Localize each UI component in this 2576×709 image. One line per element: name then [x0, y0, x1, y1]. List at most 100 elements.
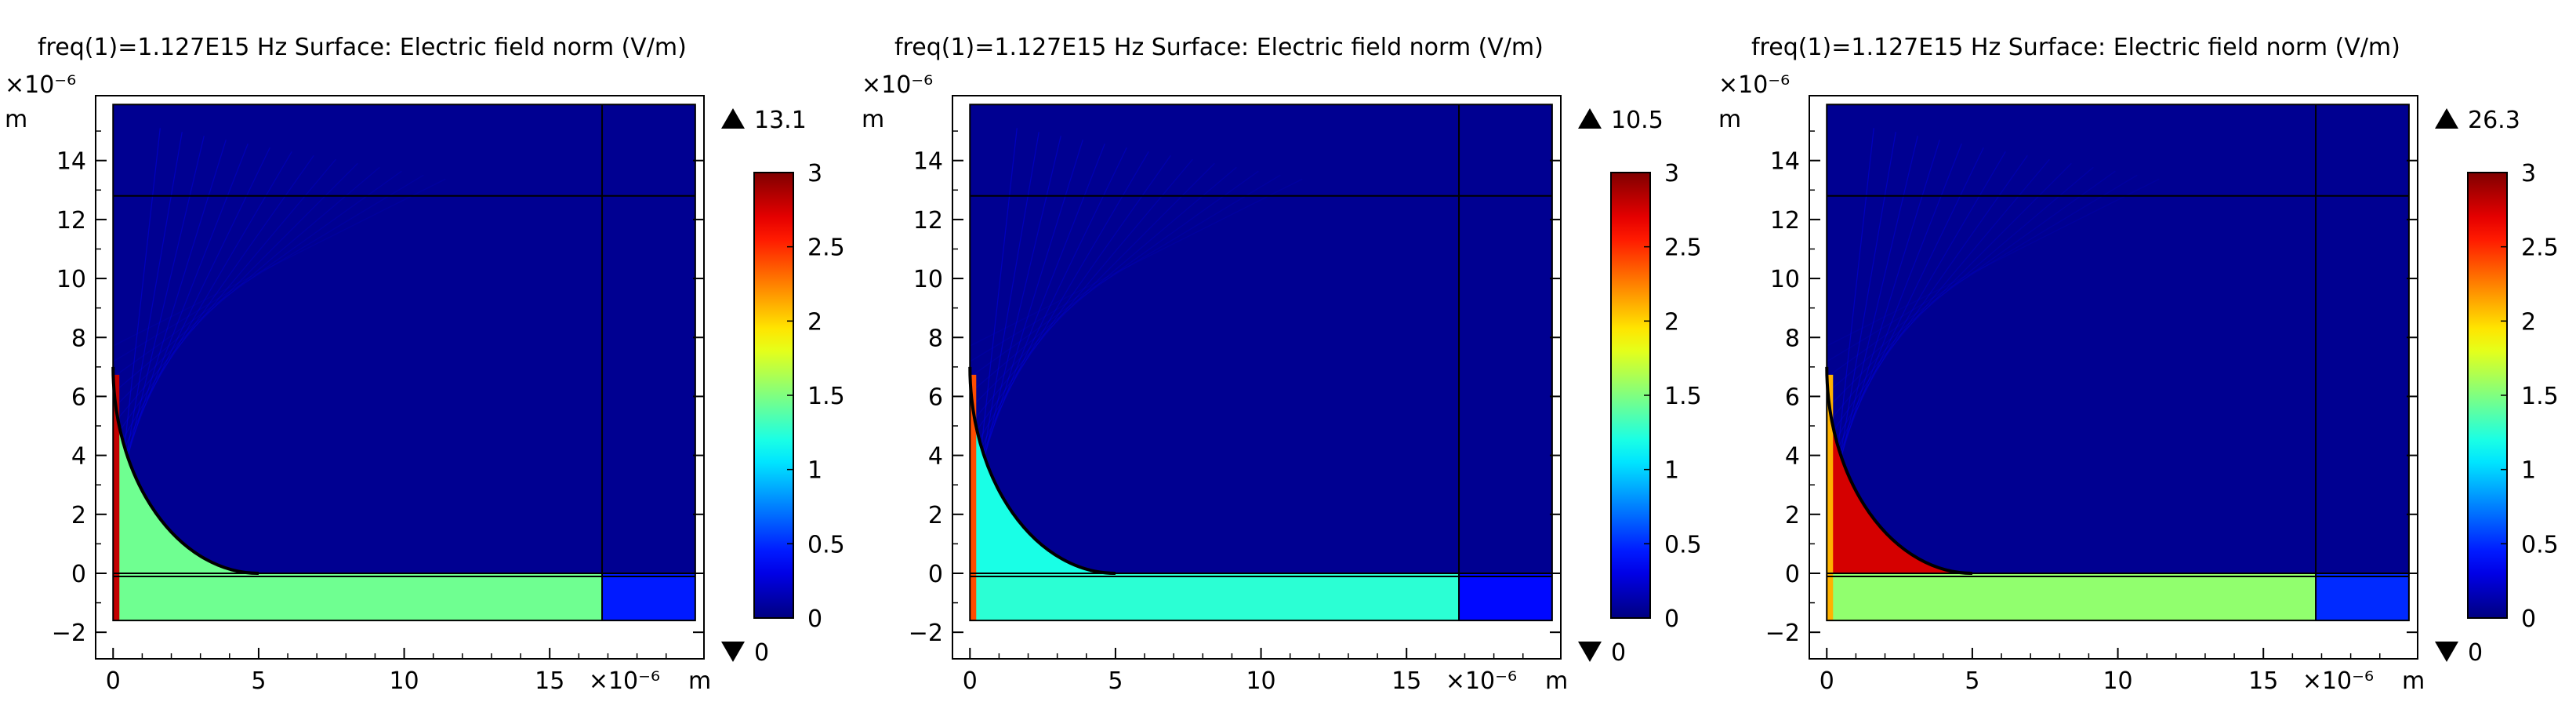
field-particle [1827, 366, 1972, 573]
field-ray [112, 151, 292, 456]
y-axis-label: m [5, 106, 27, 133]
field-surroundings [113, 104, 695, 573]
colorbar-tick-label: 1.5 [807, 383, 845, 410]
field-ray [113, 178, 446, 347]
y-tick-label: 4 [71, 443, 86, 471]
x-axis-exponent: ×10⁻⁶ [589, 667, 660, 695]
plot-title: freq(1)=1.127E15 Hz Surface: Electric fi… [1751, 34, 2400, 61]
y-tick-label: 8 [928, 325, 943, 352]
plot-panel-2: freq(1)=1.127E15 Hz Surface: Electric fi… [862, 34, 1702, 695]
colorbar-tick-label: 1.5 [1664, 383, 1702, 410]
plot-title: freq(1)=1.127E15 Hz Surface: Electric fi… [894, 34, 1544, 61]
colorbar-tick-label: 2 [807, 308, 822, 336]
y-axis-label: m [1718, 106, 1741, 133]
field-ray [969, 170, 1259, 378]
y-tick-label: −2 [52, 620, 86, 647]
min-value-label: 0 [2468, 639, 2483, 667]
colorbar-tick-label: 1 [1664, 457, 1679, 485]
domain-outline [969, 104, 1553, 622]
y-tick-label: 4 [1785, 443, 1800, 471]
field-ray [112, 140, 227, 504]
x-tick-label: 15 [535, 667, 564, 695]
field-ray [1826, 174, 2138, 362]
y-axis-exponent: ×10⁻⁶ [862, 71, 933, 99]
max-value-label: 10.5 [1611, 107, 1664, 134]
y-tick-label: 6 [928, 384, 943, 411]
field-ray [1826, 144, 1962, 488]
min-value-label: 0 [1611, 639, 1626, 667]
field-ray [1826, 140, 1940, 504]
particle-outline [111, 366, 259, 575]
field-ray [112, 170, 402, 378]
y-tick-label: 14 [56, 148, 86, 176]
field-particle [970, 366, 1116, 573]
y-axis-exponent: ×10⁻⁶ [5, 71, 76, 99]
min-marker-icon [1578, 642, 1602, 662]
field-substrate [970, 573, 1460, 621]
min-marker-icon [2435, 642, 2458, 662]
field-particle [113, 366, 259, 573]
y-tick-label: 10 [1770, 266, 1800, 293]
y-axis-label: m [862, 106, 884, 133]
field-ray [969, 151, 1149, 456]
colorbar-tick-label: 0 [1664, 605, 1679, 633]
y-axis-exponent: ×10⁻⁶ [1718, 71, 1790, 99]
colorbar-tick-label: 0.5 [1664, 531, 1702, 558]
field-ray [112, 144, 249, 488]
field-ray [1826, 166, 2094, 394]
colorbar-tick-label: 1 [807, 457, 822, 485]
y-tick-label: 12 [913, 207, 943, 235]
particle-outline [968, 366, 1116, 575]
plot-panel-3: freq(1)=1.127E15 Hz Surface: Electric fi… [1718, 34, 2559, 695]
y-tick-label: 14 [1770, 148, 1800, 176]
y-tick-label: −2 [909, 620, 943, 647]
field-ray [969, 174, 1281, 362]
field-substrate [1827, 573, 2317, 621]
field-ray [969, 158, 1193, 425]
field-ray [1826, 162, 2072, 409]
colorbar-tick-label: 2.5 [2521, 235, 2559, 262]
y-tick-label: 10 [913, 266, 943, 293]
min-value-label: 0 [754, 639, 769, 667]
y-tick-label: 8 [71, 325, 86, 352]
field-ray [112, 162, 358, 409]
min-marker-icon [721, 642, 745, 662]
field-surroundings [1827, 104, 2409, 573]
max-marker-icon [2435, 108, 2458, 129]
field-ray [112, 155, 314, 441]
field-ray [1826, 155, 2028, 441]
x-tick-label: 10 [2103, 667, 2132, 695]
y-tick-label: 2 [1785, 502, 1800, 529]
colorbar-tick-label: 0.5 [807, 531, 845, 558]
field-ray [112, 166, 380, 394]
field-ray [969, 166, 1237, 394]
x-tick-label: 15 [1391, 667, 1421, 695]
colorbar-tick-label: 2 [1664, 308, 1679, 336]
field-ray [1827, 178, 2160, 347]
x-tick-label: 15 [2248, 667, 2278, 695]
x-tick-label: 5 [1108, 667, 1123, 695]
field-ray [969, 144, 1105, 488]
field-edge-hotspot [970, 374, 977, 621]
plot-panel-1: freq(1)=1.127E15 Hz Surface: Electric fi… [5, 34, 845, 695]
x-axis-exponent: ×10⁻⁶ [2302, 667, 2374, 695]
field-ray [1826, 151, 2006, 456]
field-ray [969, 147, 1127, 472]
field-ray [969, 155, 1171, 441]
colorbar-tick-label: 2 [2521, 308, 2536, 336]
y-tick-label: 6 [71, 384, 86, 411]
field-ray [112, 158, 336, 425]
max-value-label: 13.1 [754, 107, 807, 134]
max-value-label: 26.3 [2468, 107, 2520, 134]
y-tick-label: 0 [71, 561, 86, 588]
y-tick-label: 10 [56, 266, 86, 293]
field-ray [1826, 147, 1984, 472]
x-axis-label: m [2402, 667, 2425, 695]
y-tick-label: 2 [928, 502, 943, 529]
field-ray [1826, 158, 2050, 425]
field-ray [970, 178, 1303, 347]
domain-outline [112, 104, 696, 622]
x-tick-label: 5 [1965, 667, 1979, 695]
y-tick-label: 2 [71, 502, 86, 529]
